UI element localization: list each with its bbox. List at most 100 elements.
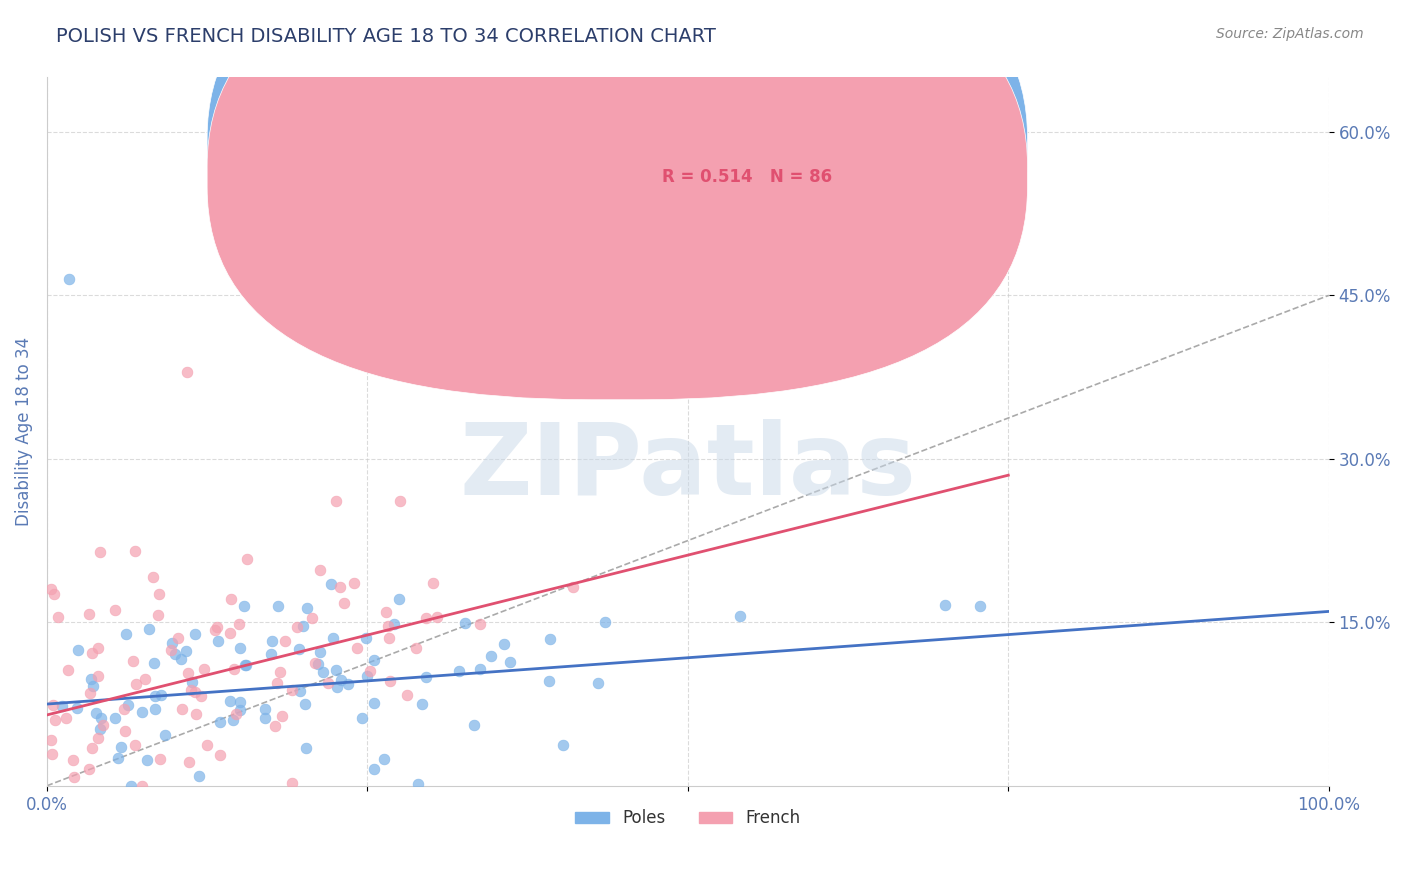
French	[236, 552, 259, 566]
Text: ZIPatlas: ZIPatlas	[460, 418, 917, 516]
French	[193, 662, 215, 676]
Poles	[207, 634, 229, 648]
Poles	[229, 640, 252, 655]
French	[44, 587, 66, 601]
Poles	[235, 657, 257, 672]
French	[63, 770, 86, 784]
French	[287, 620, 309, 634]
Poles	[294, 698, 316, 712]
Legend: Poles, French: Poles, French	[568, 803, 807, 834]
Poles	[209, 714, 232, 729]
FancyBboxPatch shape	[567, 120, 912, 219]
French	[41, 747, 63, 761]
French	[280, 776, 302, 790]
French	[124, 739, 146, 753]
French	[333, 596, 356, 610]
Poles	[218, 694, 240, 708]
French	[346, 641, 368, 656]
Poles	[160, 635, 183, 649]
French	[378, 674, 401, 689]
French	[195, 738, 218, 752]
French	[86, 669, 108, 683]
Poles	[363, 653, 385, 667]
French	[42, 698, 65, 713]
Poles	[58, 272, 80, 286]
Poles	[593, 615, 616, 630]
French	[190, 689, 212, 703]
Poles	[308, 645, 330, 659]
French	[114, 723, 136, 738]
Poles	[232, 599, 254, 614]
Poles	[117, 698, 139, 712]
French	[374, 605, 396, 619]
Poles	[449, 664, 471, 678]
French	[46, 610, 69, 624]
Poles	[292, 619, 315, 633]
French	[396, 688, 419, 702]
Text: R = 0.514   N = 86: R = 0.514 N = 86	[662, 168, 832, 186]
Poles	[290, 683, 312, 698]
Poles	[66, 700, 89, 714]
Poles	[143, 702, 166, 716]
Poles	[969, 599, 991, 614]
French	[56, 663, 79, 677]
Poles	[411, 697, 433, 711]
Poles	[363, 762, 385, 776]
Poles	[295, 601, 318, 615]
French	[80, 646, 103, 660]
Poles	[260, 647, 283, 661]
French	[179, 756, 201, 770]
Poles	[336, 677, 359, 691]
French	[468, 617, 491, 632]
French	[209, 748, 232, 763]
French	[325, 494, 347, 508]
French	[271, 709, 294, 723]
French	[184, 685, 207, 699]
French	[87, 641, 110, 656]
French	[39, 733, 62, 747]
French	[112, 702, 135, 716]
French	[177, 666, 200, 681]
Poles	[262, 634, 284, 648]
French	[44, 713, 66, 727]
French	[124, 544, 146, 558]
Poles	[169, 652, 191, 666]
Poles	[254, 711, 277, 725]
French	[343, 576, 366, 591]
French	[389, 494, 412, 508]
Poles	[229, 702, 252, 716]
French	[562, 580, 585, 594]
French	[377, 631, 399, 645]
French	[39, 582, 62, 596]
French	[91, 718, 114, 732]
Poles	[229, 695, 252, 709]
French	[55, 710, 77, 724]
Poles	[136, 753, 159, 767]
Poles	[143, 656, 166, 670]
Poles	[454, 616, 477, 631]
French	[359, 665, 381, 679]
French	[263, 719, 285, 733]
Poles	[138, 622, 160, 636]
French	[142, 570, 165, 584]
Poles	[668, 277, 690, 292]
French	[87, 731, 110, 746]
French	[89, 545, 111, 559]
Poles	[90, 711, 112, 725]
Poles	[307, 657, 329, 672]
French	[205, 620, 228, 634]
Y-axis label: Disability Age 18 to 34: Disability Age 18 to 34	[15, 337, 32, 526]
Poles	[325, 663, 347, 677]
French	[62, 753, 84, 767]
French	[281, 683, 304, 698]
Poles	[492, 637, 515, 651]
Text: Source: ZipAtlas.com: Source: ZipAtlas.com	[1216, 27, 1364, 41]
French	[104, 603, 127, 617]
French	[219, 591, 242, 606]
French	[301, 611, 323, 625]
French	[415, 611, 437, 625]
French	[160, 643, 183, 657]
Poles	[352, 711, 374, 725]
Poles	[80, 673, 103, 687]
Poles	[131, 705, 153, 719]
